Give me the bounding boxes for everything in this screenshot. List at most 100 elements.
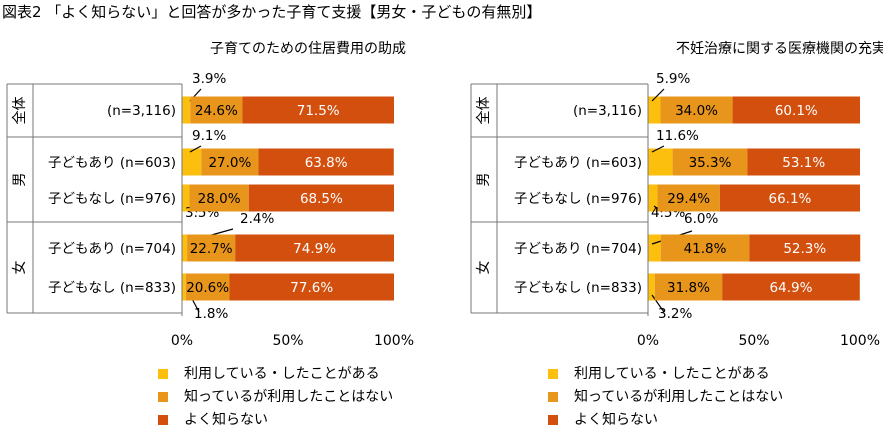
x-tick-label: 100% bbox=[374, 333, 414, 349]
data-label: 24.6% bbox=[195, 103, 238, 119]
bar-segment-used bbox=[182, 96, 191, 124]
bar-segment-unknown bbox=[732, 96, 860, 124]
legend-label-unknown: よく知らない bbox=[574, 412, 658, 428]
legend-swatch-known bbox=[548, 392, 558, 402]
group-label: 全体 bbox=[475, 97, 492, 125]
chart-title: 子育てのための住居費用の助成 bbox=[210, 41, 406, 57]
legend-label-used: 利用している・したことがある bbox=[574, 366, 770, 382]
bar-segment-unknown bbox=[248, 184, 394, 212]
data-label: 27.0% bbox=[208, 155, 251, 171]
bar-segment-unknown bbox=[258, 148, 394, 176]
data-label: 28.0% bbox=[198, 191, 241, 207]
bar-segment-unknown bbox=[749, 234, 861, 262]
category-label: 子どもあり (n=704) bbox=[48, 241, 176, 257]
x-tick-label: 0% bbox=[637, 333, 659, 349]
bar-segment-unknown bbox=[747, 148, 860, 176]
bar-segment-used bbox=[182, 234, 188, 262]
bar-segment-known bbox=[654, 273, 723, 301]
category-label: (n=3,116) bbox=[573, 103, 642, 119]
category-label: 子どもなし (n=833) bbox=[514, 280, 642, 296]
legend-swatch-known bbox=[158, 392, 168, 402]
group-label: 男 bbox=[12, 173, 28, 187]
data-label: 20.6% bbox=[186, 280, 229, 296]
data-label: 9.1% bbox=[192, 128, 226, 144]
data-label: 34.0% bbox=[675, 103, 718, 119]
category-label: 子どもあり (n=603) bbox=[514, 155, 642, 171]
legend-swatch-used bbox=[158, 369, 168, 379]
x-tick-label: 50% bbox=[272, 333, 303, 349]
bar-segment-known bbox=[189, 184, 249, 212]
category-label: 子どもなし (n=833) bbox=[48, 280, 176, 296]
bar-segment-used bbox=[648, 184, 658, 212]
data-label: 22.7% bbox=[190, 241, 233, 257]
data-label: 60.1% bbox=[775, 103, 818, 119]
bar-segment-used bbox=[648, 148, 673, 176]
data-label: 74.9% bbox=[293, 241, 336, 257]
data-label: 35.3% bbox=[689, 155, 732, 171]
data-label: 29.4% bbox=[667, 191, 710, 207]
category-label: 子どもなし (n=976) bbox=[48, 191, 176, 207]
x-tick-label: 0% bbox=[171, 333, 193, 349]
bar-segment-known bbox=[660, 96, 733, 124]
leader-line bbox=[651, 145, 665, 153]
bar-segment-used bbox=[182, 148, 202, 176]
group-label: 女 bbox=[475, 261, 492, 275]
bar-segment-known bbox=[672, 148, 748, 176]
bar-segment-known bbox=[660, 234, 750, 262]
bar-segment-unknown bbox=[719, 184, 860, 212]
legend-label-known: 知っているが利用したことはない bbox=[184, 389, 394, 405]
data-label: 3.9% bbox=[192, 71, 226, 87]
data-label: 3.2% bbox=[658, 306, 692, 322]
data-label: 63.8% bbox=[305, 155, 348, 171]
group-label: 女 bbox=[11, 261, 28, 275]
bar-segment-known bbox=[190, 96, 243, 124]
legend-label-known: 知っているが利用したことはない bbox=[574, 389, 784, 405]
bar-segment-used bbox=[182, 184, 190, 212]
bar-segment-unknown bbox=[242, 96, 394, 124]
category-label: 子どもあり (n=603) bbox=[48, 155, 176, 171]
data-label: 2.4% bbox=[240, 211, 274, 227]
legend-swatch-used bbox=[548, 369, 558, 379]
legend-swatch-unknown bbox=[548, 415, 558, 425]
bar-segment-used bbox=[182, 273, 186, 301]
category-label: 子どもなし (n=976) bbox=[514, 191, 642, 207]
chart-panel-2: 不妊治療に関する医療機関の充実や補助金の整備全体男女 (n=3,116) 子どもあり… bbox=[470, 40, 883, 349]
category-label: 子どもあり (n=704) bbox=[514, 241, 642, 257]
bar-segment-known bbox=[185, 273, 230, 301]
bar-segment-used bbox=[648, 234, 661, 262]
leader-line bbox=[189, 145, 202, 153]
x-tick-label: 50% bbox=[738, 333, 769, 349]
legend-left: 利用している・したことがある 知っているが利用したことはない よく知らない bbox=[158, 364, 458, 430]
data-label: 31.8% bbox=[667, 280, 710, 296]
x-tick-label: 100% bbox=[840, 333, 880, 349]
data-label: 77.6% bbox=[290, 280, 333, 296]
group-label: 男 bbox=[476, 173, 492, 187]
data-label: 6.0% bbox=[684, 211, 718, 227]
data-label: 66.1% bbox=[768, 191, 811, 207]
leader-line bbox=[651, 88, 665, 102]
category-label: (n=3,116) bbox=[107, 103, 176, 119]
bar-segment-unknown bbox=[229, 273, 394, 301]
data-label: 53.1% bbox=[782, 155, 825, 171]
data-label: 5.9% bbox=[656, 71, 690, 87]
group-label: 全体 bbox=[11, 97, 28, 125]
data-label: 52.3% bbox=[783, 241, 826, 257]
legend-label-used: 利用している・したことがある bbox=[184, 366, 380, 382]
data-label: 1.8% bbox=[194, 306, 228, 322]
bar-segment-used bbox=[648, 96, 661, 124]
leader-line bbox=[651, 294, 665, 313]
data-label: 64.9% bbox=[770, 280, 813, 296]
data-label: 11.6% bbox=[656, 128, 699, 144]
data-label: 71.5% bbox=[297, 103, 340, 119]
data-label: 68.5% bbox=[300, 191, 343, 207]
bar-segment-known bbox=[187, 234, 236, 262]
bar-segment-known bbox=[201, 148, 259, 176]
data-label: 41.8% bbox=[684, 241, 727, 257]
chart-title: 不妊治療に関する医療機関の充実や補助金の整備 bbox=[676, 40, 883, 57]
figure-title: 図表2 「よく知らない」と回答が多かった子育て支援【男女・子どもの有無別】 bbox=[2, 3, 542, 21]
bar-segment-unknown bbox=[722, 273, 860, 301]
legend-right: 利用している・したことがある 知っているが利用したことはない よく知らない bbox=[548, 364, 848, 430]
legend-swatch-unknown bbox=[158, 415, 168, 425]
